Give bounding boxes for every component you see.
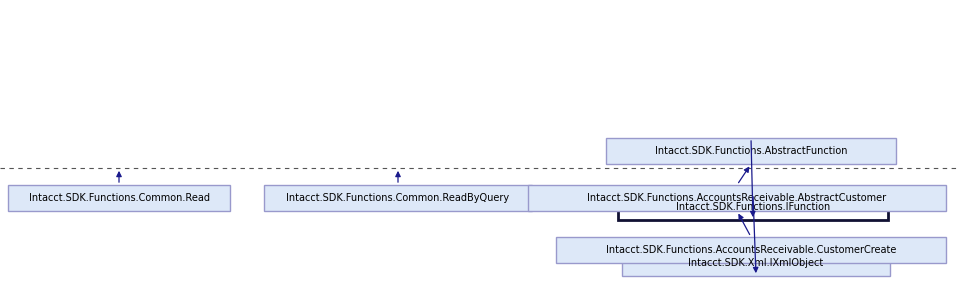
Text: Intacct.SDK.Functions.IFunction: Intacct.SDK.Functions.IFunction: [676, 202, 830, 212]
FancyBboxPatch shape: [528, 185, 946, 211]
Text: Intacct.SDK.Xml.IXmlObject: Intacct.SDK.Xml.IXmlObject: [688, 258, 824, 268]
Text: Intacct.SDK.Functions.AbstractFunction: Intacct.SDK.Functions.AbstractFunction: [655, 146, 847, 156]
Text: Intacct.SDK.Functions.AccountsReceivable.AbstractCustomer: Intacct.SDK.Functions.AccountsReceivable…: [588, 193, 886, 203]
FancyBboxPatch shape: [264, 185, 532, 211]
FancyBboxPatch shape: [622, 250, 890, 276]
FancyBboxPatch shape: [8, 185, 230, 211]
Text: Intacct.SDK.Functions.AccountsReceivable.CustomerCreate: Intacct.SDK.Functions.AccountsReceivable…: [606, 245, 896, 255]
Text: Intacct.SDK.Functions.Common.ReadByQuery: Intacct.SDK.Functions.Common.ReadByQuery: [286, 193, 509, 203]
FancyBboxPatch shape: [618, 194, 888, 220]
Text: Intacct.SDK.Functions.Common.Read: Intacct.SDK.Functions.Common.Read: [29, 193, 210, 203]
FancyBboxPatch shape: [606, 138, 896, 164]
FancyBboxPatch shape: [556, 237, 946, 263]
